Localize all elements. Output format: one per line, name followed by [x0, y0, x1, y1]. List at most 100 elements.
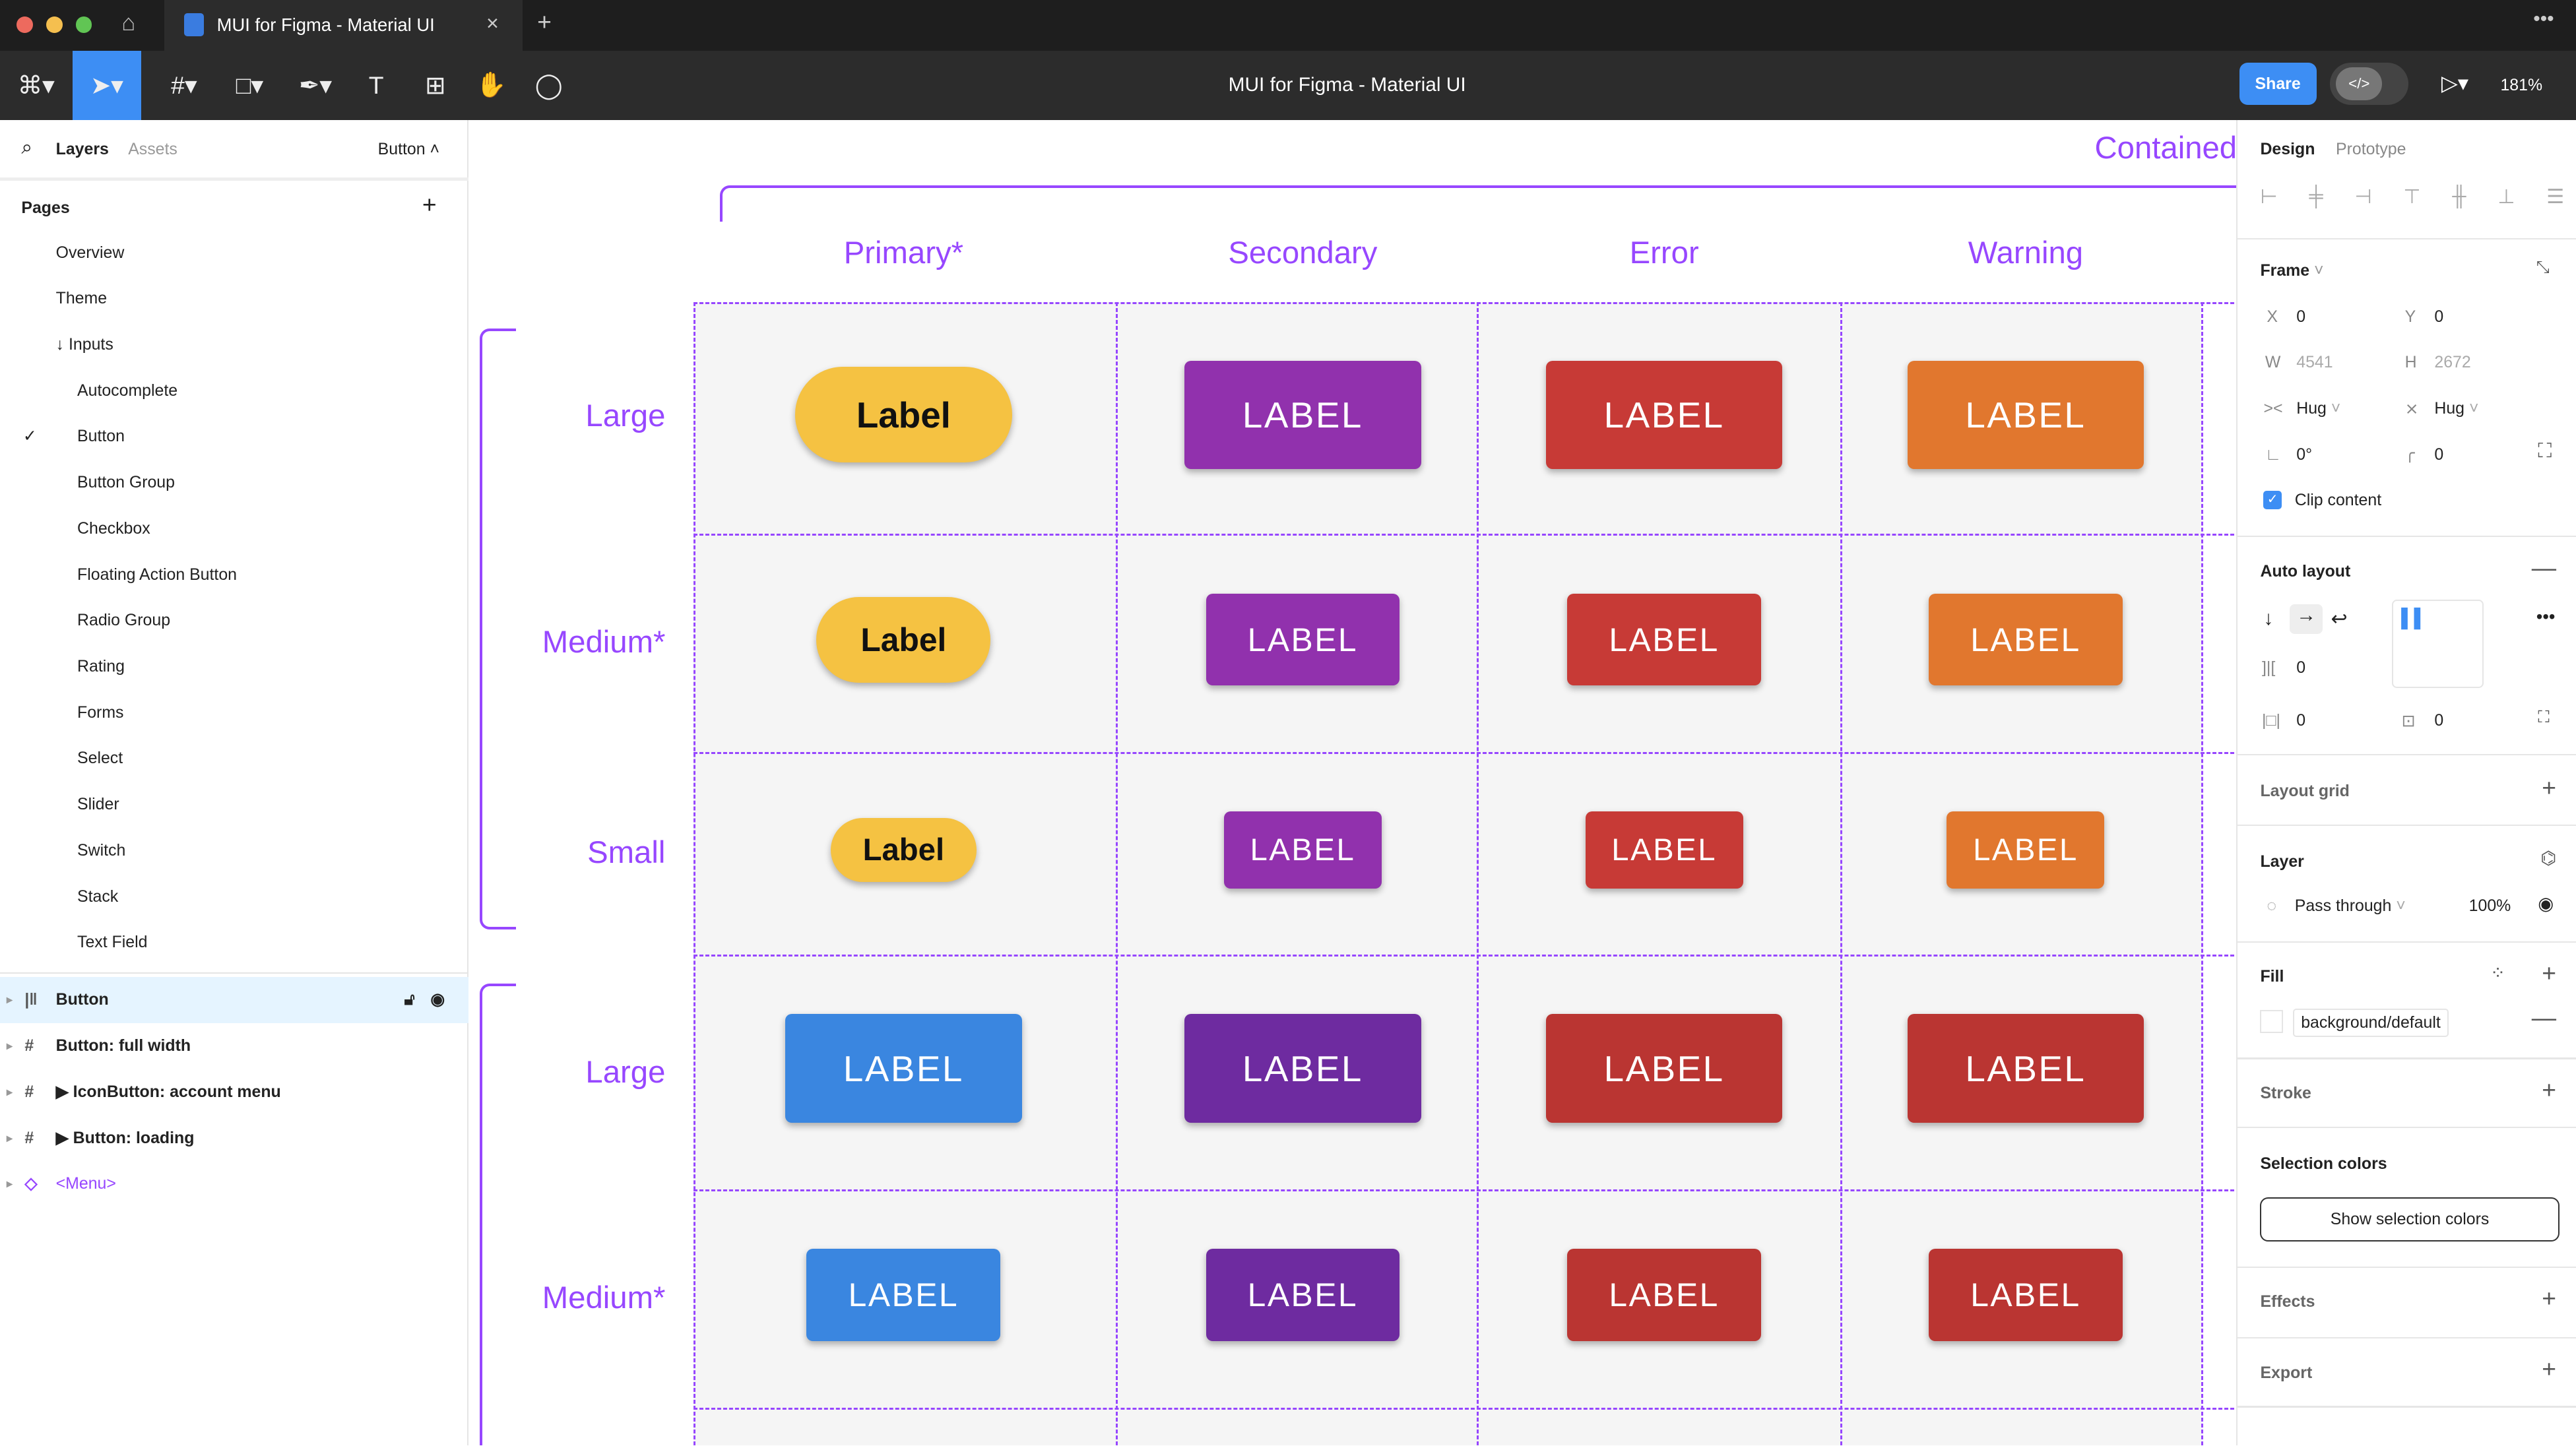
x-input[interactable]: 0 — [2296, 307, 2306, 326]
button-warning-large[interactable]: LABEL — [1907, 1014, 2144, 1123]
rotation-input[interactable]: 0° — [2296, 445, 2313, 464]
button-warning-medium[interactable]: LABEL — [1929, 594, 2123, 686]
button-error-small[interactable]: LABEL — [1585, 811, 1743, 889]
button-warning-large[interactable]: LABEL — [1907, 360, 2144, 469]
wrap-icon[interactable]: ↩ — [2331, 608, 2348, 631]
maximize-window-button[interactable] — [75, 16, 92, 33]
search-icon[interactable]: ⌕ — [21, 136, 33, 158]
close-window-button[interactable] — [16, 16, 33, 33]
gap-input[interactable]: 0 — [2296, 658, 2306, 677]
page-item[interactable]: Floating Action Button — [0, 552, 468, 598]
home-icon[interactable]: ⌂ — [121, 9, 136, 36]
page-item[interactable]: ↓ Inputs — [0, 322, 468, 368]
page-item[interactable]: Stack — [0, 874, 468, 920]
button-error-medium[interactable]: LABEL — [1567, 1249, 1762, 1341]
component-icon[interactable]: ⌬ — [2540, 847, 2557, 868]
visibility-eye-icon[interactable]: ◉ — [2538, 893, 2554, 914]
show-selection-colors-button[interactable]: Show selection colors — [2260, 1197, 2560, 1242]
button-error-large[interactable]: LABEL — [1545, 360, 1783, 469]
page-item[interactable]: Overview — [0, 230, 468, 276]
expand-caret-icon[interactable]: ▸ — [6, 993, 13, 1007]
tab-document[interactable]: MUI for Figma - Material UI × — [164, 0, 523, 51]
expand-caret-icon[interactable]: ▸ — [6, 1177, 13, 1191]
dev-mode-toggle[interactable]: </> — [2329, 62, 2409, 106]
minimize-window-button[interactable] — [46, 16, 63, 33]
align-top-icon[interactable]: ⊤ — [2403, 186, 2421, 208]
move-tool-icon[interactable]: ➤▾ — [72, 51, 142, 120]
page-item[interactable]: Text Field — [0, 920, 468, 966]
fill-style-name[interactable]: background/default — [2293, 1008, 2449, 1037]
page-item[interactable]: Switch — [0, 828, 468, 874]
button-error-medium[interactable]: LABEL — [1567, 594, 1762, 686]
button-primary-medium[interactable]: LABEL — [806, 1249, 1001, 1341]
tab-prototype[interactable]: Prototype — [2335, 139, 2406, 158]
more-options-icon[interactable]: ••• — [2536, 606, 2556, 627]
vertical-resizing-select[interactable]: Hug ˅ — [2434, 399, 2479, 418]
align-center-h-icon[interactable]: ╪ — [2309, 185, 2323, 208]
y-input[interactable]: 0 — [2434, 307, 2444, 326]
button-secondary-medium[interactable]: LABEL — [1206, 594, 1400, 686]
tab-layers[interactable]: Layers — [55, 139, 109, 158]
expand-caret-icon[interactable]: ▸ — [6, 1131, 13, 1145]
align-bottom-icon[interactable]: ⊥ — [2497, 186, 2515, 208]
button-primary-medium[interactable]: Label — [816, 597, 991, 683]
alignment-grid[interactable]: ▌▌ — [2391, 599, 2484, 689]
remove-fill-icon[interactable]: — — [2531, 1003, 2557, 1032]
add-stroke-icon[interactable]: + — [2542, 1075, 2557, 1104]
independent-corners-icon[interactable]: ⛶ — [2538, 440, 2552, 462]
height-input[interactable]: 2672 — [2434, 353, 2471, 372]
layer-item[interactable]: ▸ |‖ Button 🔓︎ ◉ — [0, 977, 468, 1024]
expand-caret-icon[interactable]: ▸ — [6, 1039, 13, 1053]
align-right-icon[interactable]: ⊣ — [2354, 186, 2372, 208]
zoom-level[interactable]: 181% — [2500, 75, 2543, 94]
more-icon[interactable]: ••• — [2533, 8, 2554, 30]
align-center-v-icon[interactable]: ╫ — [2452, 185, 2466, 208]
button-secondary-large[interactable]: LABEL — [1184, 1014, 1421, 1123]
layer-item[interactable]: ▸ ◇ <Menu> — [0, 1161, 468, 1207]
button-secondary-small[interactable]: LABEL — [1223, 811, 1382, 889]
individual-padding-icon[interactable]: ⛶ — [2538, 708, 2550, 727]
layer-item[interactable]: ▸ # ▶ Button: loading — [0, 1116, 468, 1162]
page-item[interactable]: Checkbox — [0, 506, 468, 552]
tab-design[interactable]: Design — [2260, 139, 2315, 158]
page-item[interactable]: Slider — [0, 782, 468, 828]
button-secondary-medium[interactable]: LABEL — [1206, 1249, 1400, 1341]
resources-icon[interactable]: ⊞ — [425, 71, 446, 100]
hand-tool-icon[interactable]: ✋ — [476, 71, 507, 99]
tab-assets[interactable]: Assets — [128, 139, 177, 158]
page-item[interactable]: Autocomplete — [0, 368, 468, 414]
distribute-icon[interactable]: ☰ — [2546, 186, 2565, 208]
button-secondary-large[interactable]: LABEL — [1184, 360, 1421, 469]
expand-caret-icon[interactable]: ▸ — [6, 1084, 13, 1098]
new-tab-button[interactable]: + — [537, 8, 552, 36]
main-menu-icon[interactable]: ⌘▾ — [17, 71, 55, 100]
page-item[interactable]: ✓ Button — [0, 414, 468, 460]
visibility-icon[interactable]: ◉ — [430, 990, 445, 1009]
vertical-padding-input[interactable]: 0 — [2434, 711, 2444, 730]
clip-content-checkbox[interactable]: ✓ — [2263, 491, 2282, 509]
align-left-icon[interactable]: ⊢ — [2260, 186, 2278, 208]
page-item[interactable]: Button Group — [0, 460, 468, 506]
button-primary-small[interactable]: Label — [830, 817, 977, 882]
resize-to-fit-icon[interactable]: ⤡ — [2536, 257, 2550, 276]
page-item[interactable]: Theme — [0, 276, 468, 322]
page-item[interactable]: Radio Group — [0, 598, 468, 644]
opacity-input[interactable]: 100% — [2468, 896, 2511, 916]
styles-icon[interactable]: ⁘ — [2490, 962, 2505, 984]
horizontal-resizing-select[interactable]: Hug ˅ — [2296, 399, 2341, 418]
canvas[interactable]: Contained Primary* Secondary Error Warning L… — [470, 119, 2236, 1446]
page-item[interactable]: Select — [0, 736, 468, 782]
frame-tool-icon[interactable]: #▾ — [171, 71, 197, 100]
fill-swatch[interactable] — [2260, 1010, 2284, 1034]
page-item[interactable]: Rating — [0, 644, 468, 690]
radius-input[interactable]: 0 — [2434, 445, 2444, 464]
add-fill-icon[interactable]: + — [2542, 959, 2557, 988]
comment-tool-icon[interactable]: ◯ — [534, 71, 563, 100]
layer-item[interactable]: ▸ # Button: full width — [0, 1023, 468, 1069]
pen-tool-icon[interactable]: ✒▾ — [299, 71, 333, 100]
text-tool-icon[interactable]: T — [368, 71, 384, 99]
blend-mode-select[interactable]: Pass through ˅ — [2294, 896, 2406, 916]
layer-item[interactable]: ▸ # ▶ IconButton: account menu — [0, 1069, 468, 1116]
rectangle-tool-icon[interactable]: □▾ — [236, 71, 264, 100]
direction-vertical-icon[interactable]: ↓ — [2263, 608, 2274, 630]
